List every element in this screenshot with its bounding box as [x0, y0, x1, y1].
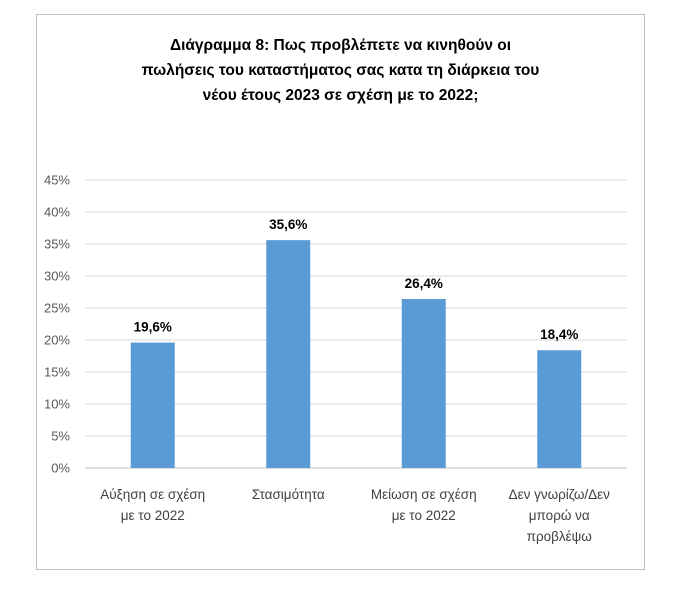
bar	[401, 299, 446, 468]
bar	[537, 350, 582, 468]
category-label: με το 2022	[392, 508, 456, 523]
y-tick-label: 35%	[44, 237, 70, 252]
chart-frame: Διάγραμμα 8: Πως προβλέπετε να κινηθούν …	[36, 14, 645, 570]
y-tick-label: 0%	[51, 461, 70, 476]
bar	[130, 342, 175, 468]
y-tick-label: 30%	[44, 269, 70, 284]
category-label: με το 2022	[121, 508, 185, 523]
chart-title-line-3: νέου έτους 2023 σε σχέση με το 2022;	[202, 87, 479, 104]
y-tick-label: 20%	[44, 333, 70, 348]
chart-title: Διάγραμμα 8: Πως προβλέπετε να κινηθούν …	[37, 33, 644, 108]
y-tick-label: 5%	[51, 429, 70, 444]
category-label: Στασιμότητα	[252, 487, 325, 502]
y-tick-label: 45%	[44, 173, 70, 188]
y-tick-label: 15%	[44, 365, 70, 380]
category-label: προβλέψω	[527, 529, 592, 544]
data-label: 26,4%	[405, 276, 443, 291]
y-tick-label: 40%	[44, 205, 70, 220]
data-label: 19,6%	[134, 320, 172, 335]
y-tick-label: 10%	[44, 397, 70, 412]
category-label: μπορώ να	[529, 508, 590, 523]
bar	[266, 240, 311, 468]
data-label: 18,4%	[540, 327, 578, 342]
data-label: 35,6%	[269, 217, 307, 232]
category-label: Δεν γνωρίζω/Δεν	[509, 487, 611, 502]
category-label: Αύξηση σε σχέση	[100, 487, 205, 502]
y-tick-label: 25%	[44, 301, 70, 316]
chart-title-line-2: πωλήσεις του καταστήματος σας κατα τη δι…	[141, 62, 540, 79]
chart-title-line-1: Διάγραμμα 8: Πως προβλέπετε να κινηθούν …	[169, 37, 512, 54]
category-label: Μείωση σε σχέση	[371, 487, 477, 502]
